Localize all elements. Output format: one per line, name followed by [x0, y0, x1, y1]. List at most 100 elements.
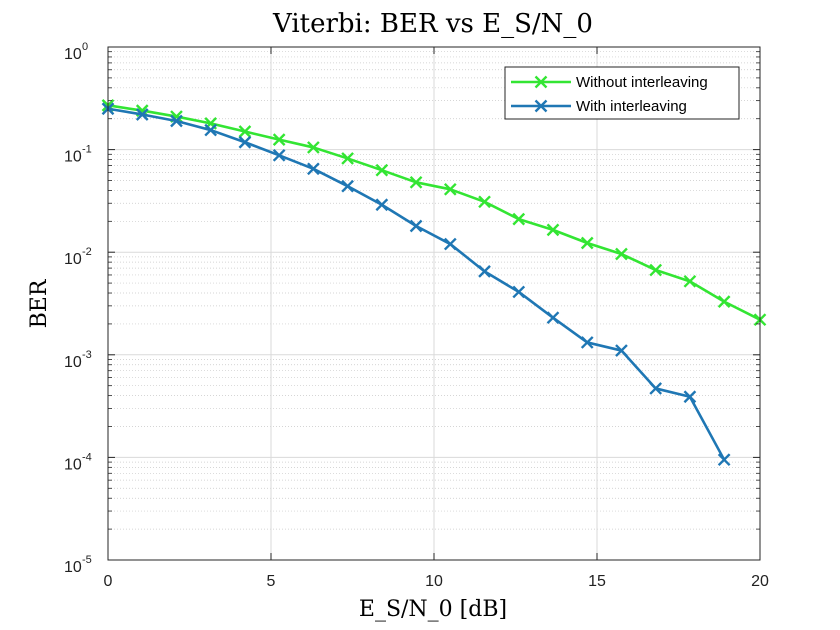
- marker-stroke: [341, 152, 354, 165]
- data-point: [683, 390, 697, 404]
- series-with-interleaving: [101, 102, 731, 467]
- data-point: [272, 133, 286, 147]
- marker-stroke: [272, 148, 286, 162]
- marker-stroke: [375, 163, 389, 177]
- data-point: [409, 175, 423, 189]
- marker-stroke: [307, 141, 320, 154]
- x-tick-label: 0: [104, 573, 113, 590]
- y-tick-base: 10: [64, 251, 82, 268]
- data-point: [580, 336, 594, 349]
- marker-stroke: [580, 236, 594, 250]
- data-point: [478, 265, 491, 278]
- data-point: [546, 223, 560, 237]
- marker-stroke: [307, 162, 320, 176]
- marker-stroke: [238, 135, 252, 149]
- y-tick-base: 10: [64, 354, 82, 371]
- y-tick-label: 10 -4: [64, 451, 92, 473]
- marker-stroke: [375, 198, 389, 212]
- legend-label: Without interleaving: [576, 74, 708, 91]
- marker-stroke: [717, 295, 731, 308]
- marker-stroke: [546, 223, 560, 237]
- y-tick-exponent: -2: [82, 246, 92, 258]
- y-tick-base: 10: [64, 149, 82, 166]
- data-point: [204, 123, 218, 137]
- x-tick-label: 20: [751, 573, 769, 590]
- marker-stroke: [534, 75, 548, 89]
- data-point: [478, 195, 491, 209]
- x-tick-label: 5: [267, 573, 276, 590]
- data-point: [307, 141, 320, 154]
- data-point: [512, 285, 526, 299]
- series-without-interleaving: [101, 98, 767, 327]
- y-axis-label: BER: [27, 278, 52, 328]
- marker-stroke: [135, 108, 149, 121]
- series-line: [107, 107, 726, 461]
- marker-stroke: [512, 285, 526, 299]
- data-point: [341, 152, 354, 165]
- x-tick-label: 15: [588, 573, 606, 590]
- legend-marker: [534, 75, 548, 89]
- data-point: [615, 344, 628, 357]
- marker-stroke: [534, 99, 548, 113]
- legend-marker: [534, 99, 548, 113]
- marker-stroke: [478, 195, 491, 209]
- series-line: [107, 104, 761, 321]
- marker-stroke: [272, 133, 286, 147]
- data-point: [307, 162, 320, 176]
- marker-stroke: [683, 274, 697, 288]
- marker-stroke: [409, 219, 423, 233]
- data-point: [683, 274, 697, 288]
- legend-label: With interleaving: [576, 98, 687, 115]
- series-layer: [101, 98, 767, 467]
- data-point: [375, 198, 389, 212]
- y-tick-base: 10: [64, 559, 82, 576]
- legend: Without interleaving With interleaving: [504, 66, 740, 120]
- data-point: [170, 114, 183, 128]
- legend-entry: With interleaving: [511, 98, 687, 115]
- y-tick-label: 10 -5: [64, 554, 92, 576]
- marker-stroke: [238, 125, 252, 138]
- y-tick-exponent: -4: [82, 451, 92, 463]
- major-grid: [107, 46, 761, 561]
- axis-ticks: [107, 46, 761, 561]
- marker-stroke: [615, 247, 628, 261]
- y-tick-exponent: 0: [82, 41, 88, 53]
- data-point: [649, 263, 663, 277]
- data-point: [717, 295, 731, 308]
- y-tick-label: 10 0: [64, 41, 88, 63]
- x-axis-label: E_S/N_0 [dB]: [359, 597, 507, 622]
- data-point: [443, 182, 457, 196]
- x-tick-labels: 0 5 10 15 20: [104, 573, 769, 590]
- data-point: [341, 179, 354, 193]
- y-tick-label: 10 -3: [64, 349, 92, 371]
- x-tick-label: 10: [425, 573, 443, 590]
- marker-stroke: [649, 382, 663, 395]
- data-point: [615, 247, 628, 261]
- data-point: [717, 453, 731, 467]
- data-point: [135, 108, 149, 121]
- data-point: [443, 237, 457, 251]
- chart-title: Viterbi: BER vs E_S/N_0: [272, 9, 593, 39]
- y-tick-base: 10: [64, 456, 82, 473]
- marker-stroke: [546, 311, 560, 325]
- marker-stroke: [615, 344, 628, 357]
- marker-stroke: [443, 237, 457, 251]
- y-tick-exponent: -5: [82, 554, 92, 566]
- data-point: [649, 382, 663, 395]
- marker-stroke: [580, 336, 594, 349]
- y-tick-exponent: -1: [82, 144, 92, 156]
- data-point: [512, 212, 526, 226]
- marker-stroke: [341, 179, 354, 193]
- data-point: [238, 125, 252, 138]
- y-tick-exponent: -3: [82, 349, 92, 361]
- legend-entry: Without interleaving: [511, 74, 708, 91]
- marker-stroke: [512, 212, 526, 226]
- data-point: [375, 163, 389, 177]
- data-point: [546, 311, 560, 325]
- data-point: [580, 236, 594, 250]
- data-point: [238, 135, 252, 149]
- marker-stroke: [204, 123, 218, 137]
- y-tick-label: 10 -1: [64, 144, 92, 166]
